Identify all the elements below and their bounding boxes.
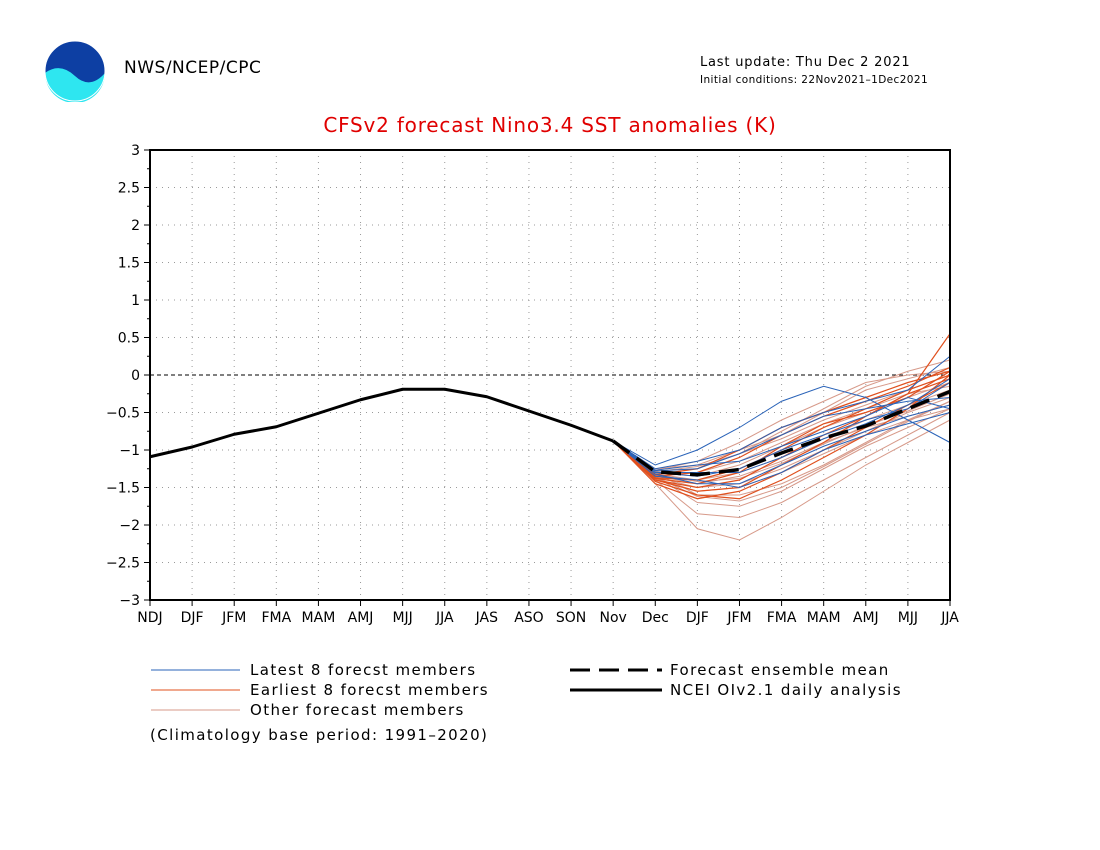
y-axis: 3 2.5 2 1.5 1 0.5 0 −0.5 −1 −1.5 −2 −2.5 −3 [106,143,150,609]
x-tick-label: MAM [807,610,841,626]
earliest-member-line [612,374,951,500]
ensemble-mean-series [612,389,951,477]
analysis-series [149,387,614,459]
x-tick-label: JAS [475,610,498,626]
legend-label-other: Other forecast members [250,701,465,719]
y-tick-label: −1 [119,443,140,459]
y-tick-label: −2 [119,518,140,534]
x-tick-label: DJF [181,610,204,626]
y-tick-label: −1.5 [106,481,140,497]
earliest-member-line [612,366,951,477]
forecast-chart: 3 2.5 2 1.5 1 0.5 0 −0.5 −1 −1.5 −2 −2.5 −3 NDJ DJF JF… [106,143,959,626]
y-tick-label: 0 [131,368,140,384]
analysis-line [149,387,614,459]
last-update-label: Last update: Thu Dec 2 2021 [700,55,911,70]
other-member-line [612,385,951,474]
y-tick-label: 1.5 [118,256,140,272]
x-tick-label: MJJ [898,610,918,626]
y-tick-label: 1 [131,293,140,309]
x-tick-label: AMJ [348,610,374,626]
x-tick-label: JFM [221,610,246,626]
x-tick-label: JJA [435,610,454,626]
x-tick-label: AMJ [853,610,879,626]
legend-label-earliest: Earliest 8 forecst members [250,681,489,699]
ensemble-mean-line [612,389,951,477]
x-tick-label: FMA [261,610,291,626]
chart-title: CFSv2 forecast Nino3.4 SST anomalies (K) [323,113,777,137]
x-tick-label: JFM [726,610,751,626]
x-tick-label: Dec [642,610,669,626]
latest-member-line [612,355,951,470]
y-tick-label: 3 [131,143,140,159]
agency-label: NWS/NCEP/CPC [124,58,262,78]
legend-label-analysis: NCEI OIv2.1 daily analysis [670,681,902,699]
x-tick-label: SON [556,610,586,626]
legend-label-mean: Forecast ensemble mean [670,661,890,679]
other-member-line [612,408,951,507]
legend-label-latest: Latest 8 forecst members [250,661,477,679]
noaa-logo [44,40,106,102]
x-tick-label: Nov [599,610,626,626]
x-tick-label: JJA [940,610,959,626]
latest-member-line [612,396,951,471]
latest-member-line [612,412,951,489]
other-member-line [612,370,951,471]
x-tick-label: MJJ [392,610,412,626]
y-tick-label: 2 [131,218,140,234]
other-member-line [612,419,951,541]
x-tick-label: FMA [767,610,797,626]
x-tick-label: NDJ [137,610,162,626]
x-tick-label: DJF [686,610,709,626]
x-tick-label: MAM [302,610,336,626]
y-tick-label: −0.5 [106,406,140,422]
x-tick-label: ASO [514,610,543,626]
y-tick-label: 0.5 [118,331,140,347]
y-tick-label: −3 [119,593,140,609]
initial-conditions-label: Initial conditions: 22Nov2021–1Dec2021 [700,74,929,86]
y-tick-label: 2.5 [118,181,140,197]
climatology-footnote: (Climatology base period: 1991–2020) [150,726,489,744]
other-member-line [612,412,951,519]
x-axis: NDJ DJF JFM FMA MAM AMJ MJJ JJA JAS ASO SON Nov Dec D… [137,600,959,626]
y-tick-label: −2.5 [106,556,140,572]
